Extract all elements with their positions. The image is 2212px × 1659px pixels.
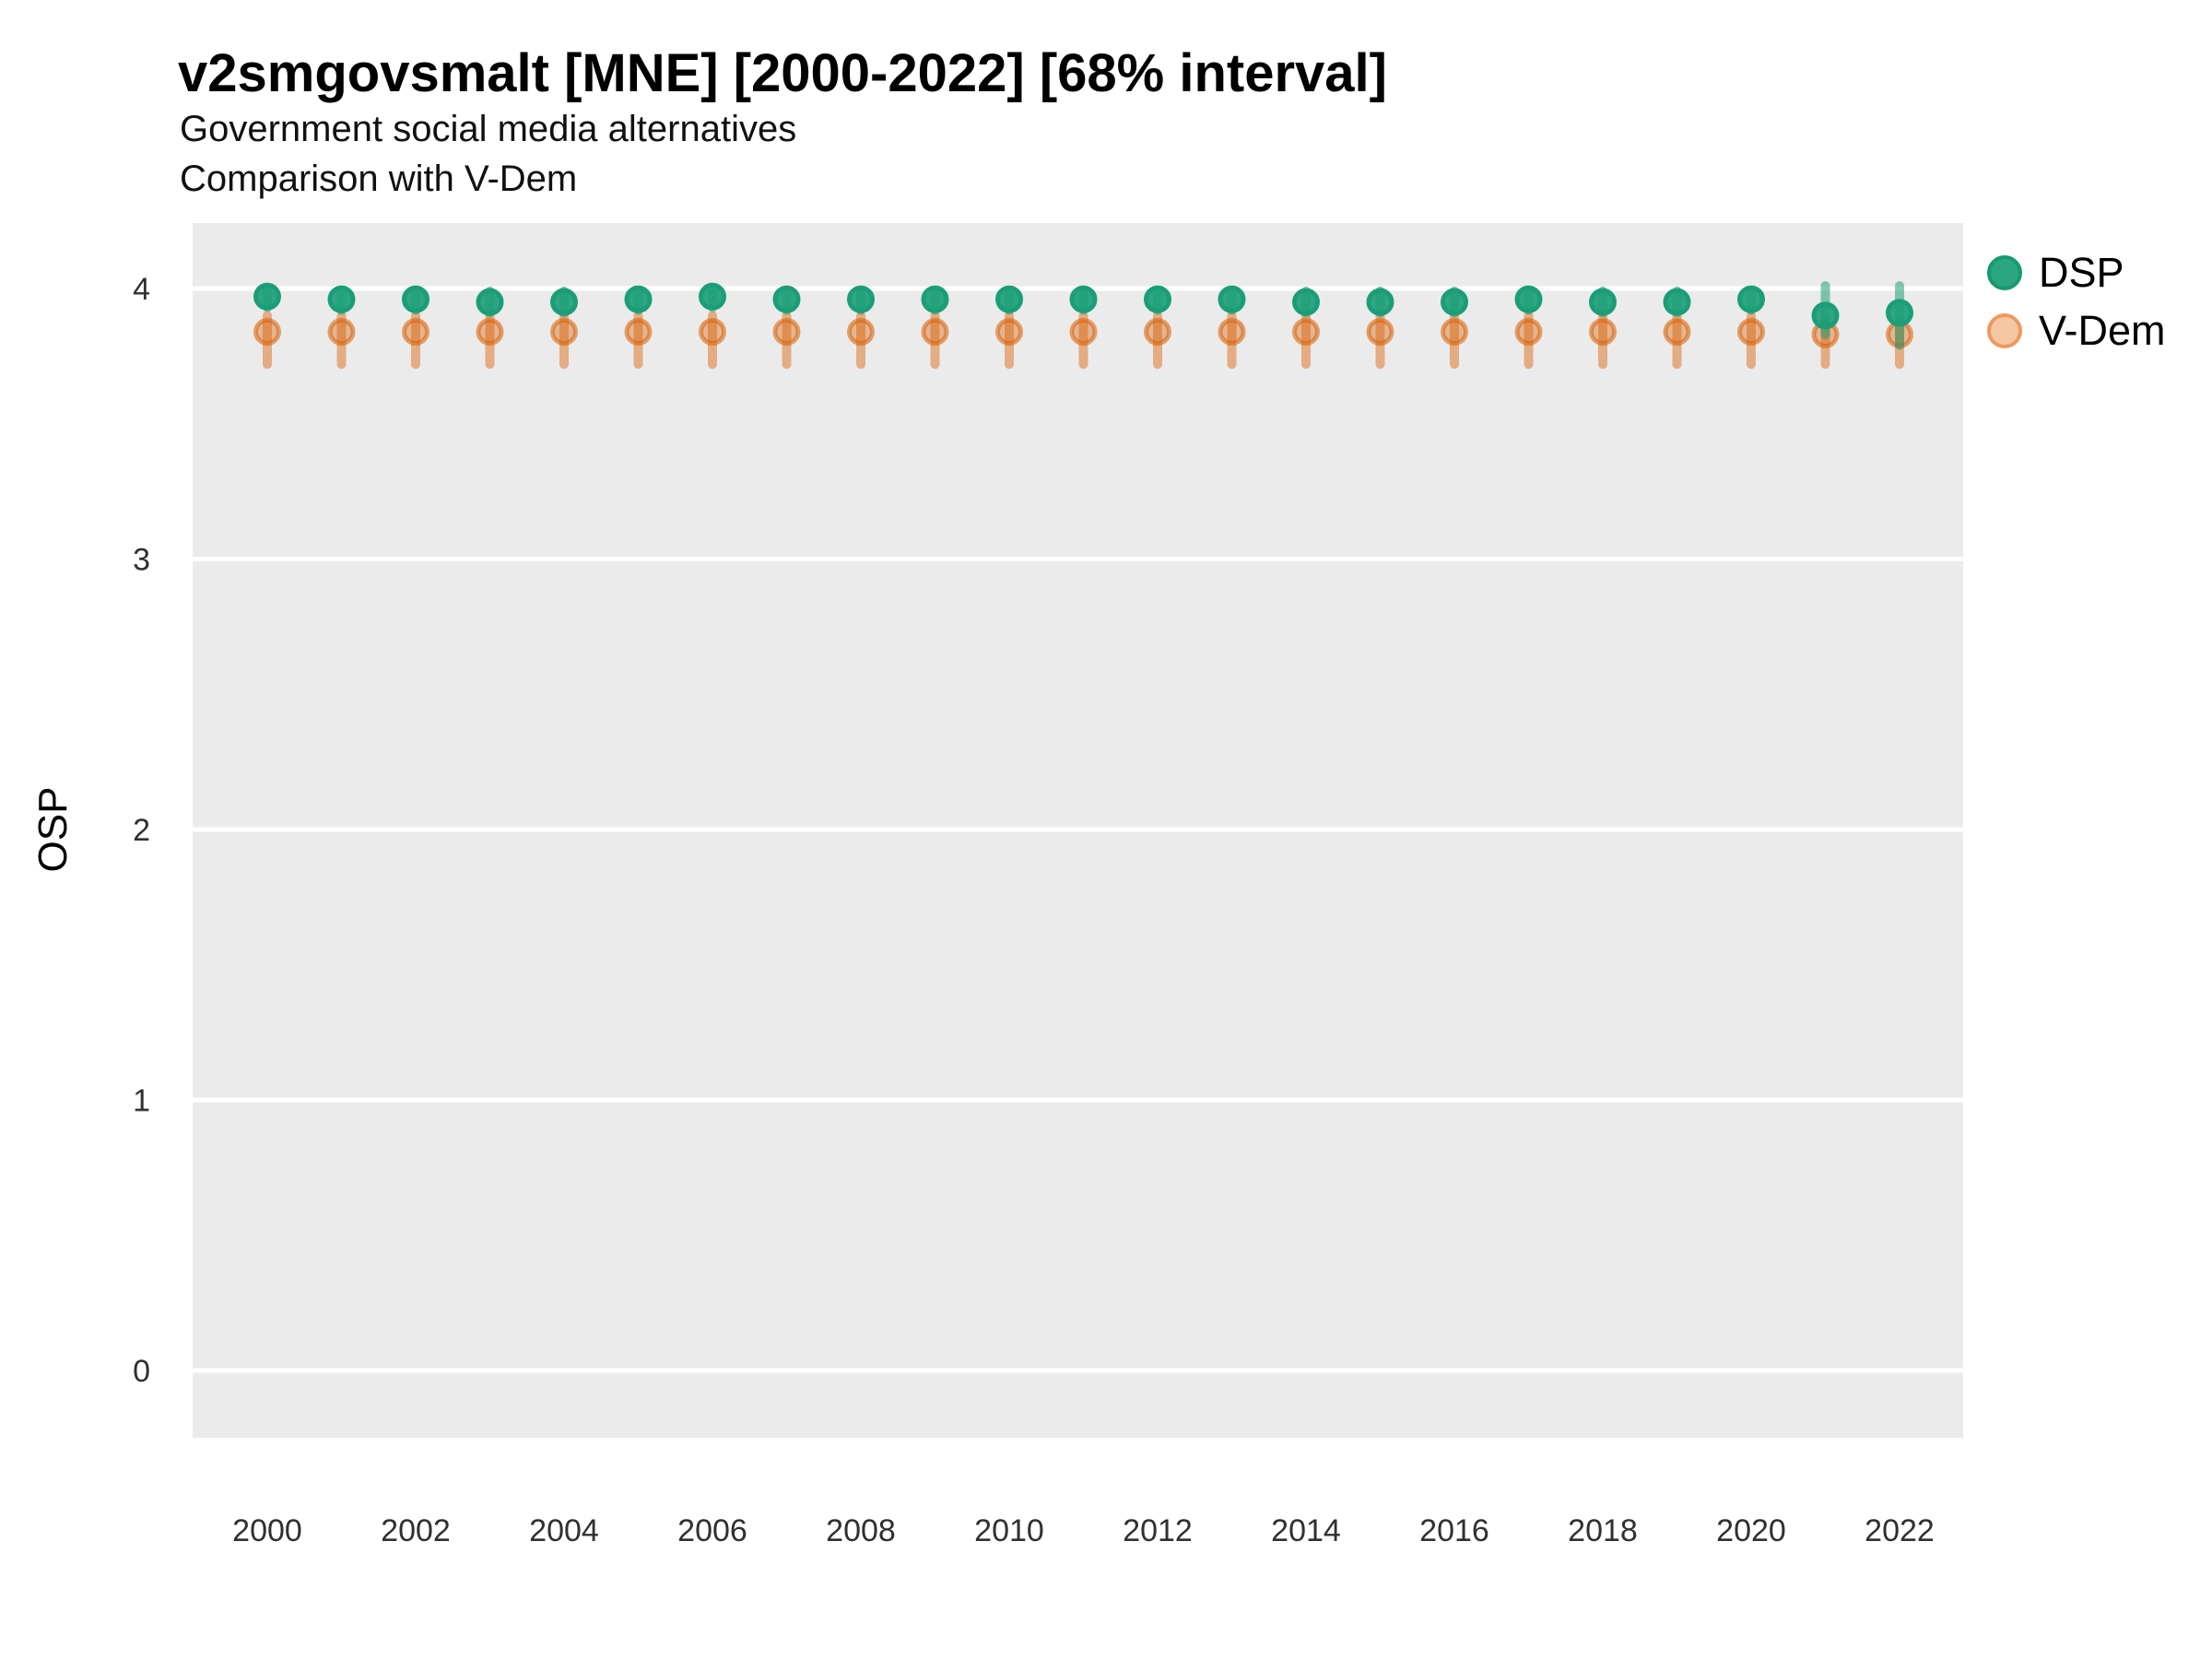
vdem-point-2005 [624, 317, 653, 346]
y-tick-label-3: 3 [133, 543, 150, 578]
x-tick-label-2016: 2016 [1419, 1513, 1489, 1548]
legend-item-dsp: DSP [1987, 243, 2166, 301]
x-tick-label-2000: 2000 [232, 1513, 302, 1548]
dsp-point-2015 [1366, 288, 1394, 316]
dsp-legend-label: DSP [2039, 248, 2124, 296]
vdem-point-2013 [1218, 317, 1246, 346]
vdem-point-2001 [327, 317, 356, 346]
dsp-point-2016 [1441, 288, 1468, 316]
dsp-point-2013 [1218, 285, 1246, 313]
vdem-legend-label: V-Dem [2039, 306, 2166, 354]
dsp-point-2002 [402, 285, 429, 313]
dsp-point-2020 [1737, 285, 1765, 313]
chart-title: v2smgovsmalt [MNE] [2000-2022] [68% inte… [178, 43, 1387, 103]
vdem-point-2020 [1737, 317, 1765, 346]
y-tick-label-4: 4 [133, 272, 150, 307]
vdem-point-2002 [402, 317, 429, 346]
dsp-legend-swatch-icon [1987, 254, 2022, 290]
vdem-legend-swatch-icon [1987, 312, 2022, 348]
x-tick-label-2006: 2006 [677, 1513, 747, 1548]
dsp-point-2011 [1069, 285, 1098, 313]
vdem-point-2015 [1366, 317, 1394, 346]
dsp-point-2019 [1663, 288, 1691, 316]
y-tick-label-0: 0 [133, 1354, 150, 1389]
dsp-point-2006 [699, 282, 726, 311]
dsp-point-2001 [327, 285, 356, 313]
vdem-point-2017 [1514, 317, 1543, 346]
vdem-point-2006 [699, 317, 726, 346]
legend: DSP V-Dem [1987, 243, 2166, 359]
dsp-point-2014 [1292, 288, 1320, 316]
vdem-point-2009 [921, 317, 949, 346]
dsp-point-2017 [1514, 285, 1543, 313]
dsp-point-2007 [772, 285, 801, 313]
dsp-point-2000 [253, 282, 281, 311]
vdem-point-2018 [1589, 317, 1617, 346]
chart-subtitle-2: Comparison with V-Dem [180, 159, 578, 199]
vdem-point-2019 [1663, 317, 1691, 346]
x-tick-label-2010: 2010 [974, 1513, 1044, 1548]
vdem-point-2004 [550, 317, 578, 346]
x-tick-label-2014: 2014 [1271, 1513, 1341, 1548]
vdem-point-2003 [476, 317, 504, 346]
x-tick-label-2002: 2002 [381, 1513, 451, 1548]
x-tick-label-2004: 2004 [529, 1513, 599, 1548]
dsp-point-2008 [847, 285, 875, 313]
dsp-point-2018 [1589, 288, 1617, 316]
y-tick-label-1: 1 [133, 1084, 150, 1119]
vdem-point-2014 [1292, 317, 1320, 346]
x-tick-label-2020: 2020 [1716, 1513, 1786, 1548]
vdem-point-2012 [1144, 317, 1171, 346]
vdem-point-2016 [1441, 317, 1468, 346]
y-tick-label-2: 2 [133, 813, 150, 848]
vdem-point-2007 [772, 317, 801, 346]
dsp-point-2009 [921, 285, 949, 313]
x-tick-label-2012: 2012 [1123, 1513, 1193, 1548]
legend-item-vdem: V-Dem [1987, 301, 2166, 359]
dsp-point-2003 [476, 288, 504, 316]
vdem-point-2008 [847, 317, 875, 346]
dsp-point-2021 [1811, 301, 1840, 330]
dsp-point-2022 [1886, 299, 1913, 327]
x-tick-label-2018: 2018 [1568, 1513, 1638, 1548]
chart-subtitle: Government social media alternatives [180, 109, 797, 149]
y-axis-title: OSP [30, 786, 76, 873]
dsp-point-2012 [1144, 285, 1171, 313]
vdem-point-2000 [253, 317, 281, 346]
vdem-point-2011 [1069, 317, 1098, 346]
dsp-point-2005 [624, 285, 653, 313]
x-tick-label-2008: 2008 [826, 1513, 896, 1548]
x-tick-label-2022: 2022 [1865, 1513, 1935, 1548]
dsp-point-2004 [550, 288, 578, 316]
vdem-point-2010 [995, 317, 1023, 346]
dsp-point-2010 [995, 285, 1023, 313]
